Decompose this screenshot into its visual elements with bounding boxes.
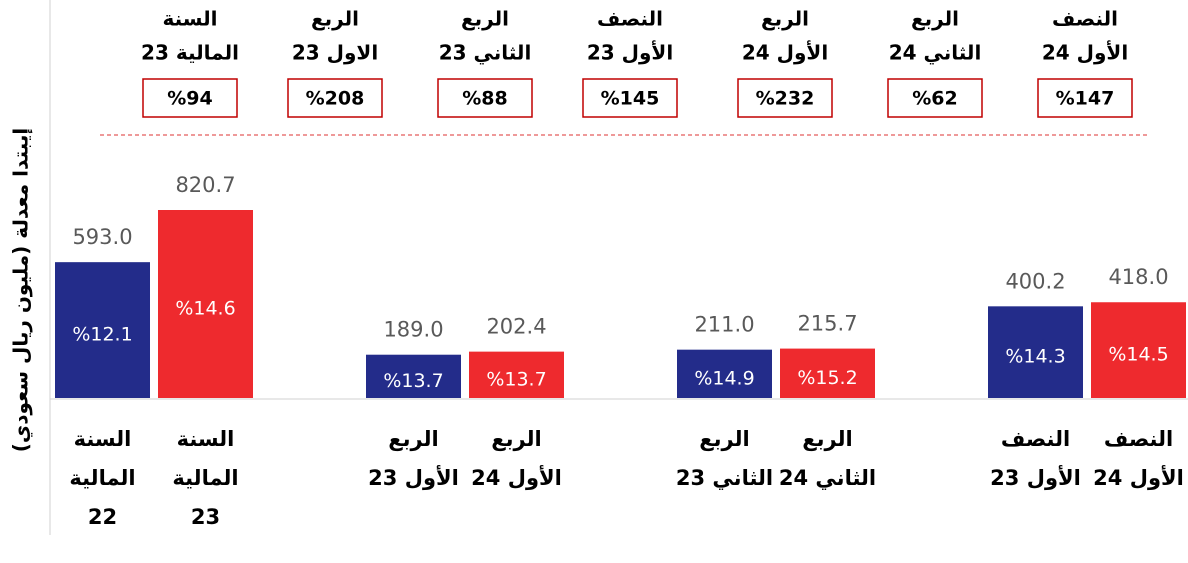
- growth-value: %208: [306, 88, 365, 110]
- margin-label: %12.1: [72, 324, 132, 346]
- bar: [55, 262, 150, 398]
- growth-value: %145: [601, 88, 660, 110]
- growth-box: [287, 78, 383, 118]
- growth-title: الثاني 23: [439, 41, 532, 66]
- growth-box: [737, 78, 833, 118]
- value-label: 820.7: [175, 173, 235, 197]
- growth-box: [887, 78, 983, 118]
- value-label: 418.0: [1108, 265, 1168, 289]
- category-label: الربع: [388, 427, 438, 451]
- value-label: 215.7: [797, 312, 857, 336]
- margin-label: %14.5: [1108, 344, 1168, 366]
- value-label: 593.0: [72, 225, 132, 249]
- growth-title: الربع: [461, 7, 509, 31]
- category-label: النصف: [1104, 427, 1173, 451]
- category-label: النصف: [1001, 427, 1070, 451]
- category-label: السنة: [74, 427, 132, 451]
- bar: [366, 354, 461, 398]
- category-label: الأول 23: [368, 464, 459, 490]
- growth-box: [142, 78, 238, 118]
- category-label: الثاني 24: [779, 466, 876, 490]
- growth-box: [1037, 78, 1133, 118]
- bar: [158, 210, 253, 398]
- growth-title: المالية 23: [141, 41, 239, 65]
- growth-value: %147: [1056, 88, 1115, 110]
- margin-label: %13.7: [486, 368, 546, 390]
- category-label: 23: [191, 505, 220, 529]
- growth-value: %232: [756, 88, 815, 110]
- growth-title: الأول 23: [587, 40, 673, 65]
- bar: [677, 349, 772, 398]
- margin-label: %14.6: [175, 298, 235, 320]
- growth-title: الأول 24: [742, 40, 828, 65]
- growth-value: %94: [167, 88, 212, 110]
- value-label: 202.4: [486, 315, 546, 339]
- growth-title: الربع: [311, 7, 359, 31]
- growth-title: السنة: [162, 7, 217, 31]
- category-label: الربع: [491, 427, 541, 451]
- value-label: 189.0: [383, 318, 443, 342]
- growth-value: %62: [912, 88, 957, 110]
- margin-label: %15.2: [797, 367, 857, 389]
- category-label: السنة: [177, 427, 235, 451]
- growth-title: النصف: [1052, 7, 1118, 31]
- category-label: الربع: [802, 427, 852, 451]
- margin-label: %13.7: [383, 370, 443, 392]
- margin-label: %14.9: [694, 367, 754, 389]
- category-label: الأول 24: [1093, 464, 1184, 490]
- value-label: 211.0: [694, 313, 754, 337]
- growth-value: %88: [462, 88, 507, 110]
- bar: [1091, 302, 1186, 398]
- growth-title: النصف: [597, 7, 663, 31]
- category-label: الثاني 23: [676, 466, 773, 490]
- growth-title: الثاني 24: [889, 41, 982, 66]
- category-label: الربع: [699, 427, 749, 451]
- growth-box: [437, 78, 533, 118]
- bar: [469, 351, 564, 398]
- growth-title: الربع: [761, 7, 809, 31]
- growth-title: الأول 24: [1042, 40, 1128, 65]
- growth-title: الاول 23: [292, 41, 378, 65]
- bar: [988, 306, 1083, 398]
- growth-title: الربع: [911, 7, 959, 31]
- category-label: الأول 23: [990, 464, 1081, 490]
- margin-label: %14.3: [1005, 346, 1065, 368]
- category-label: الأول 24: [471, 464, 562, 490]
- value-label: 400.2: [1005, 269, 1065, 293]
- growth-box: [582, 78, 678, 118]
- category-label: المالية: [172, 466, 238, 490]
- category-label: المالية: [69, 466, 135, 490]
- bar: [780, 348, 875, 398]
- category-label: 22: [88, 505, 117, 529]
- y-axis-label: إيبتدا معدلة (مليون ريال سعودي): [9, 128, 34, 452]
